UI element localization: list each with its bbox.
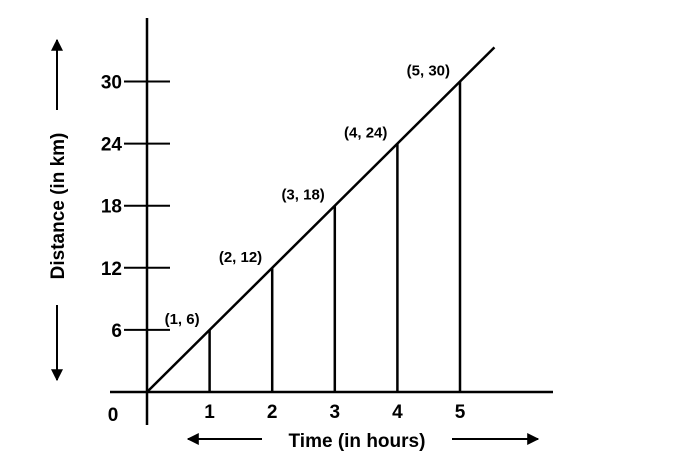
y-ticks: 6 12 18 24 30 [101, 73, 170, 342]
point-labels: (1, 6) (2, 12) (3, 18) (4, 24) (5, 30) [165, 63, 450, 328]
y-tick-label: 12 [101, 259, 122, 280]
y-tick-label: 24 [101, 135, 123, 156]
point-label: (5, 30) [407, 63, 450, 80]
x-tick-label: 4 [392, 402, 403, 423]
drop-lines [208, 81, 462, 392]
x-axis-title: Time (in hours) [289, 431, 426, 452]
x-tick-label: 2 [267, 402, 278, 423]
y-tick-label: 18 [101, 197, 122, 218]
x-tick-label: 5 [455, 402, 466, 423]
y-axis-title: Distance (in km) [48, 133, 69, 280]
data-line [146, 46, 496, 393]
x-tick-label: 1 [204, 402, 215, 423]
y-tick-label: 30 [101, 73, 122, 94]
point-label: (1, 6) [165, 311, 200, 328]
x-tick-label: 3 [330, 402, 341, 423]
x-ticks: 1 2 3 4 5 [204, 402, 465, 423]
point-label: (2, 12) [219, 249, 262, 266]
y-tick-label: 6 [111, 321, 122, 342]
point-label: (4, 24) [344, 125, 387, 142]
origin-label: 0 [108, 405, 119, 426]
point-label: (3, 18) [281, 187, 324, 204]
